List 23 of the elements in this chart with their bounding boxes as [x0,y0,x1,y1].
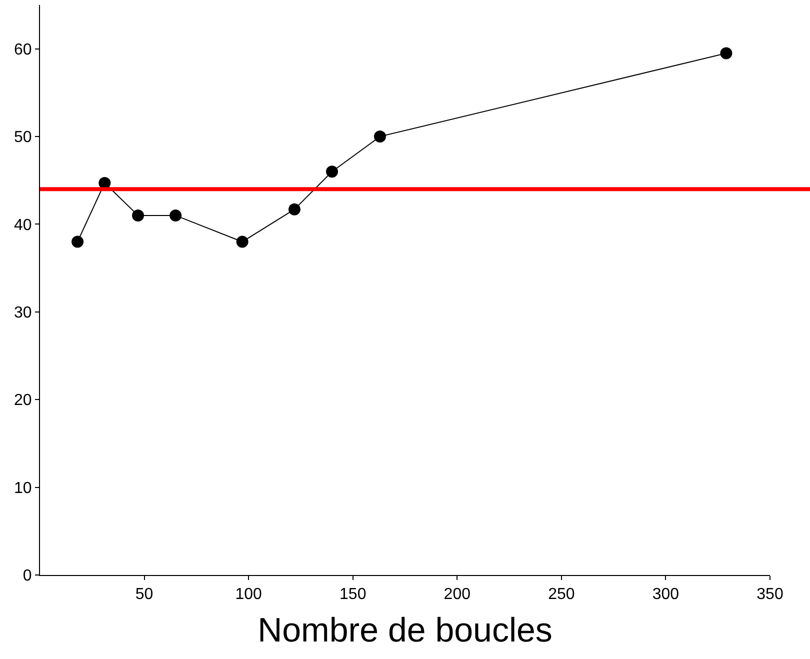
point [288,203,300,216]
y-tick-label: 30 [14,304,32,322]
point [132,209,144,222]
y-tick-label: 10 [14,480,32,497]
point [326,166,338,178]
y-tick-label: 20 [14,392,32,410]
x-tick-label: 300 [652,586,680,604]
point [170,209,182,222]
point [720,47,732,60]
y-tick-label: 40 [14,216,32,234]
x-tick-label: 350 [756,586,784,604]
y-tick-label: 60 [14,41,32,58]
point [236,236,248,248]
x-tick-label: 50 [135,586,154,604]
point [72,236,84,248]
x-tick-label: 150 [340,586,366,604]
x-tick-label: 100 [235,586,262,604]
x-tick-label: 200 [444,586,471,604]
x-axis-title: Nombre de boucles [258,612,552,650]
y-tick-label: 50 [14,129,32,146]
y-tick-label: 0 [22,568,32,585]
x-tick-label: 250 [548,586,575,604]
point [374,130,386,143]
